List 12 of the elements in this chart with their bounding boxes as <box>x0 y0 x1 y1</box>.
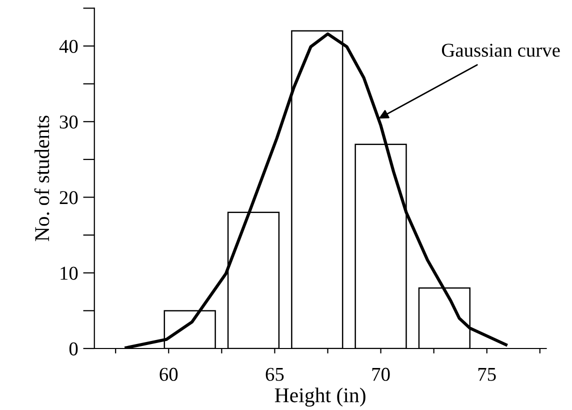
x-tick-label: 70 <box>372 368 390 381</box>
y-tick-label: 0 <box>69 342 78 356</box>
y-tick-label: 30 <box>60 115 78 129</box>
x-tick-label: 65 <box>266 368 284 381</box>
y-axis-title: No. of students <box>34 116 50 242</box>
x-tick-label: 75 <box>478 368 496 381</box>
y-tick-label: 20 <box>60 191 78 204</box>
x-tick-label: 60 <box>160 368 178 381</box>
y-tick-label: 10 <box>60 266 78 280</box>
annotation: Gaussian curve <box>442 44 560 57</box>
x-axis-title: Height (in) <box>274 388 366 407</box>
y-tick-label: 40 <box>59 40 78 53</box>
